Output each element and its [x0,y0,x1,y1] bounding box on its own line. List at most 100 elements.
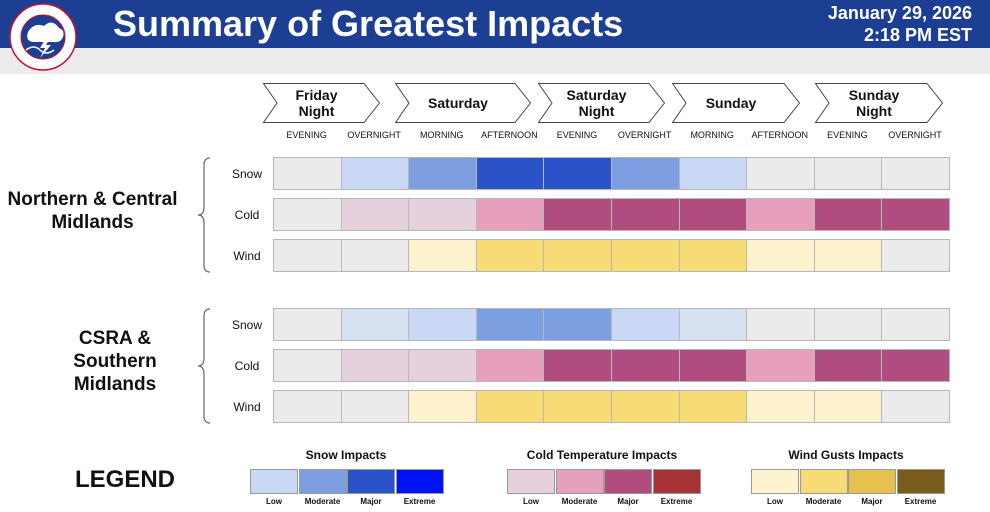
impact-cell-cold [475,349,545,382]
impact-cell-wind [813,390,883,423]
period-header: Saturday [395,83,531,123]
sub-period-label: OVERNIGHT [617,130,672,140]
impact-cell-cold [543,349,612,382]
impact-cell-wind [746,239,815,272]
legend-swatch-label: Extreme [403,497,436,506]
period-label: Saturday [428,95,488,111]
impact-cell-cold [611,198,680,231]
legend-swatch-wind [799,469,848,494]
impact-cell-cold [678,349,748,382]
sub-period-label: EVENING [827,130,868,140]
impact-cell-snow [543,308,612,341]
legend-swatch-label: Low [266,497,282,506]
impact-cell-snow [746,308,815,341]
legend-swatch-snow [395,469,444,494]
impact-cell-snow [881,308,950,341]
sub-period-label: AFTERNOON [751,130,809,140]
legend-swatch-wind [751,469,799,494]
impact-cell-wind [881,239,950,272]
legend-swatch-label: Moderate [805,497,842,506]
impact-cell-wind [408,239,477,272]
row-label-snow: Snow [231,167,263,181]
legend-group-title: Wind Gusts Impacts [788,448,904,462]
impact-cell-snow [813,308,883,341]
chevron-shape [395,83,531,123]
impact-cell-cold [408,198,477,231]
time-text: 2:18 PM EST [863,25,972,45]
impact-cell-snow [543,157,612,190]
impact-cell-snow [273,308,342,341]
timestamp: January 29, 2026 2:18 PM EST [828,2,972,46]
legend-swatch-label: Moderate [304,497,341,506]
impact-cell-cold [273,349,342,382]
impact-cell-wind [611,239,680,272]
sub-period-label: OVERNIGHT [347,130,401,140]
period-header: Sunday [672,83,800,123]
impact-cell-cold [340,349,410,382]
impact-cell-wind [475,239,545,272]
legend-swatch-wind [896,469,945,494]
impact-cell-wind [746,390,815,423]
row-label-wind: Wind [233,400,261,414]
impact-cell-wind [813,239,883,272]
period-header: Friday Night [263,83,380,123]
impact-cell-snow [408,157,477,190]
period-label: Saturday Night [566,87,627,119]
sub-period-label: EVENING [556,130,598,140]
sub-period-label: EVENING [286,130,327,140]
period-label: Sunday [705,95,757,111]
legend-swatch-label: Extreme [660,497,693,506]
impact-cell-snow [746,157,815,190]
impact-cell-cold [475,198,545,231]
chevron-shape [672,83,800,123]
legend-swatch-label: Low [767,497,783,506]
impact-cell-wind [273,239,342,272]
legend-swatch-cold [507,469,555,494]
chevron-shape [263,83,380,123]
legend-group-title: Cold Temperature Impacts [526,448,678,462]
row-label-snow: Snow [231,318,263,332]
legend-title: LEGEND [75,466,176,493]
legend-swatch-cold [604,469,652,494]
header-subbar [0,48,990,74]
sub-period-label: MORNING [420,130,464,140]
period-label: Friday Night [295,87,338,119]
impact-cell-cold [408,349,477,382]
impact-cell-wind [543,390,612,423]
legend-swatch-cold [652,469,701,494]
header-bar [0,0,990,48]
row-label-cold: Cold [234,359,260,373]
impact-cell-cold [611,349,680,382]
impact-cell-cold [273,198,342,231]
legend-group-title: Snow Impacts [305,448,387,462]
impact-cell-wind [273,390,342,423]
impact-cell-snow [340,308,410,341]
impact-cell-cold [543,198,612,231]
legend-swatch-label: Major [360,497,382,506]
impact-cell-snow [813,157,883,190]
region-label: Northern & Central Midlands [7,189,178,233]
impact-cell-wind [543,239,612,272]
legend-swatch-snow [347,469,395,494]
row-label-cold: Cold [234,208,260,222]
legend-swatch-wind [848,469,896,494]
impact-cell-cold [813,349,883,382]
region-label: CSRA & Southern Midlands [73,328,157,395]
impact-cell-wind [408,390,477,423]
legend-swatch-label: Extreme [904,497,937,506]
impact-cell-cold [746,349,815,382]
sub-period-label: AFTERNOON [481,130,538,140]
date-text: January 29, 2026 [827,3,972,23]
impact-cell-snow [408,308,477,341]
page-title: Summary of Greatest Impacts [113,3,624,44]
legend-swatch-snow [298,469,347,494]
legend-swatch-label: Low [523,497,539,506]
impact-cell-cold [340,198,410,231]
impact-cell-cold [746,198,815,231]
impact-cell-cold [678,198,748,231]
legend-swatch-cold [555,469,604,494]
impact-cell-wind [678,390,748,423]
impact-cell-wind [340,390,410,423]
nws-logo-icon [6,2,80,72]
impact-cell-snow [881,157,950,190]
